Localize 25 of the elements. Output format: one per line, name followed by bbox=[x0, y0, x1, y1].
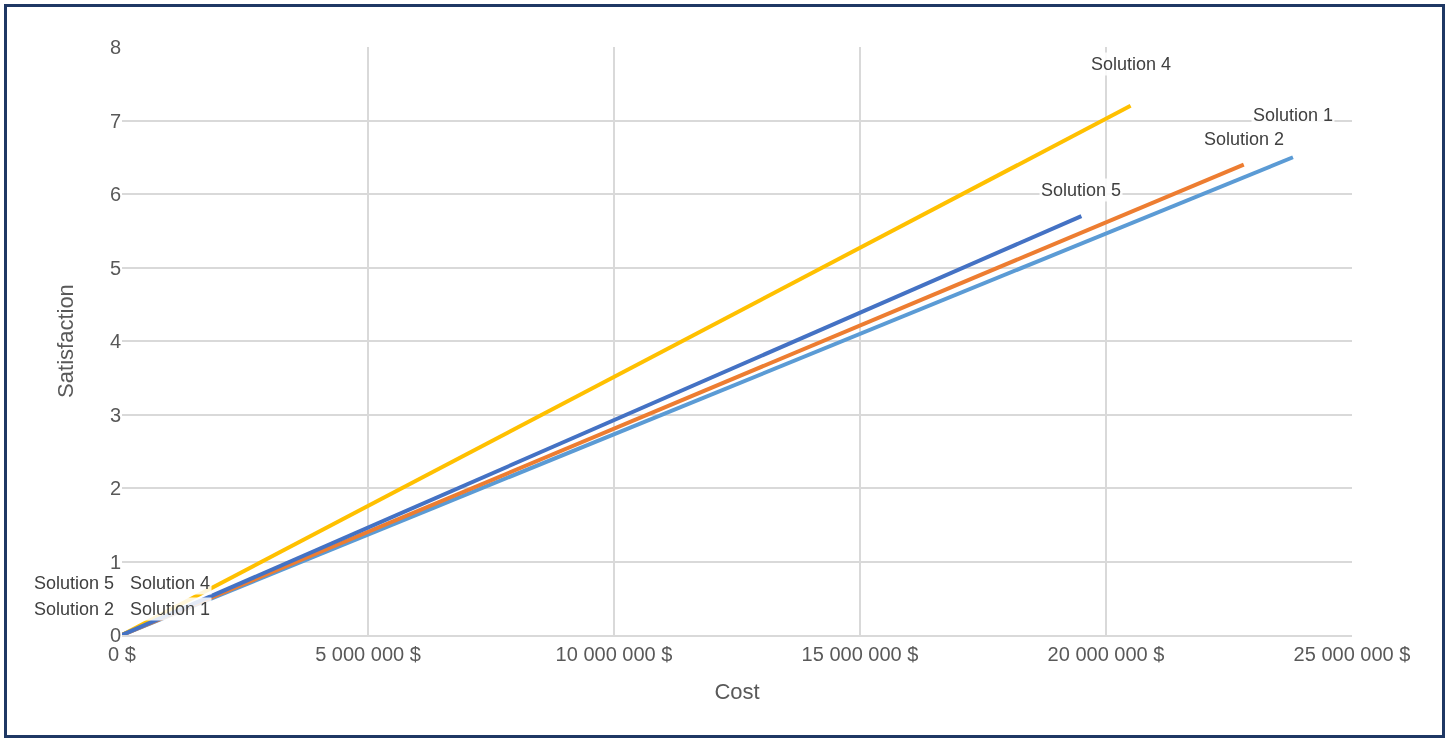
y-tick-label: 7 bbox=[109, 109, 121, 132]
data-label: Solution 5 bbox=[1041, 180, 1122, 200]
data-label: Solution 4 bbox=[130, 573, 211, 593]
y-tick-label: 2 bbox=[109, 477, 121, 499]
x-tick-label: 10 000 000 $ bbox=[555, 643, 673, 665]
x-tick-label: 25 000 000 $ bbox=[1293, 643, 1411, 665]
y-tick-label: 4 bbox=[109, 330, 121, 352]
y-tick-label: 8 bbox=[109, 36, 121, 58]
data-label: Solution 2 bbox=[1204, 129, 1285, 149]
y-tick-label: 0 bbox=[109, 624, 121, 646]
data-label: Solution 1 bbox=[1253, 105, 1334, 125]
y-tick-label: 6 bbox=[109, 183, 121, 205]
y-tick-label: 3 bbox=[109, 403, 121, 426]
y-tick-label: 1 bbox=[109, 550, 121, 573]
x-axis-title: Cost bbox=[714, 679, 760, 705]
data-label: Solution 4 bbox=[1091, 54, 1172, 74]
data-label: Solution 1 bbox=[130, 599, 211, 619]
x-tick-label: 20 000 000 $ bbox=[1047, 643, 1165, 665]
x-tick-label: 15 000 000 $ bbox=[801, 643, 919, 665]
x-tick-label: 5 000 000 $ bbox=[315, 643, 421, 665]
x-tick-label: 0 $ bbox=[108, 643, 136, 665]
y-axis-title: Satisfaction bbox=[52, 284, 78, 398]
data-label: Solution 5 bbox=[34, 573, 115, 593]
data-label: Solution 2 bbox=[34, 599, 115, 619]
y-tick-label: 5 bbox=[109, 256, 121, 279]
